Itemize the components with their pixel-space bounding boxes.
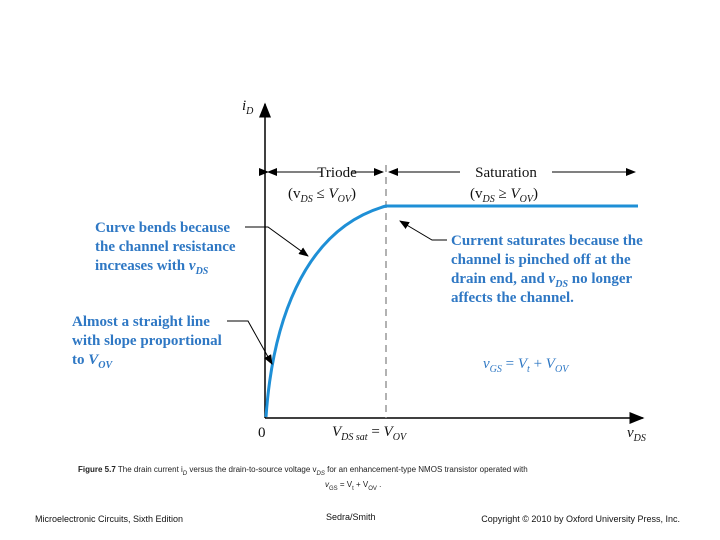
text-part: OV xyxy=(520,194,535,205)
annotation: the channel resistance xyxy=(95,239,236,255)
caption: Figure 5.7 The drain current iD versus t… xyxy=(78,465,528,477)
annotation: channel is pinched off at the xyxy=(451,252,631,268)
text-part: DS xyxy=(554,279,568,290)
region-condition: (vDS ≥ VOV) xyxy=(470,186,538,205)
id-curve xyxy=(264,204,638,418)
annotation: Current saturates because the xyxy=(451,233,643,249)
text-part: for an enhancement-type NMOS transistor … xyxy=(325,465,528,474)
text-part: OV xyxy=(98,360,113,371)
text-part: V xyxy=(88,352,100,368)
vds-sat-label: VDS sat = VOV xyxy=(332,424,408,443)
text-part: v xyxy=(627,425,634,441)
text-part: drain end, and xyxy=(451,271,549,287)
text-part: v xyxy=(325,480,330,489)
text-part: DS xyxy=(317,471,325,477)
text-part: The drain current i xyxy=(116,465,183,474)
text-part: t xyxy=(352,486,354,492)
text-part: v xyxy=(483,356,490,372)
pointer xyxy=(399,220,447,241)
text-part: + V xyxy=(354,480,369,489)
x-axis-label: vDS xyxy=(627,425,646,444)
vgs-label: vGS = Vt + VOV xyxy=(483,356,570,375)
text-part: = V xyxy=(338,480,353,489)
region-condition: (vDS ≤ VOV) xyxy=(288,186,356,205)
text-part: Figure 5.7 xyxy=(78,465,116,474)
text-part: D xyxy=(183,471,188,477)
text-part: v xyxy=(549,271,556,287)
text-part: ) xyxy=(351,186,356,202)
text-part: OV xyxy=(368,486,377,492)
text-part: versus the drain-to-source voltage v xyxy=(187,465,316,474)
footer-authors: Sedra/Smith xyxy=(326,512,376,522)
annotation: to VOV xyxy=(72,352,113,371)
text-part: V xyxy=(546,356,557,372)
text-part: + xyxy=(530,356,546,372)
annotation: Almost a straight line xyxy=(72,314,210,330)
text-part: no longer xyxy=(568,271,633,287)
y-axis-label: iD xyxy=(242,98,254,117)
text-part: OV xyxy=(393,432,408,443)
text-part: V xyxy=(518,356,529,372)
text-part: = xyxy=(368,424,384,440)
text-part: DS xyxy=(300,194,313,205)
text-part: GS xyxy=(329,486,338,492)
text-part: (v xyxy=(470,186,483,202)
text-part: ) xyxy=(533,186,538,202)
text-part: GS xyxy=(490,364,502,375)
text-part: OV xyxy=(555,364,570,375)
pointer xyxy=(227,320,273,365)
text-part: (v xyxy=(288,186,301,202)
region-name: Saturation xyxy=(475,165,537,181)
text-part: V xyxy=(328,186,339,202)
text-part: DS xyxy=(633,433,646,444)
text-part: v xyxy=(189,258,196,274)
text-part: DS sat xyxy=(340,432,368,443)
region-name: Triode xyxy=(317,165,357,181)
footer-book: Microelectronic Circuits, Sixth Edition xyxy=(35,514,183,524)
text-part: to xyxy=(72,352,88,368)
text-part: OV xyxy=(338,194,353,205)
text-part: V xyxy=(332,424,343,440)
text-part: DS xyxy=(195,266,209,277)
text-part: t xyxy=(527,364,530,375)
text-part: increases with xyxy=(95,258,189,274)
text-part: ≤ xyxy=(313,186,329,202)
text-part: D xyxy=(245,106,254,117)
annotation: affects the channel. xyxy=(451,290,574,306)
text-part: = xyxy=(502,356,518,372)
caption: vGS = Vt + VOV . xyxy=(325,480,381,492)
text-part: DS xyxy=(482,194,495,205)
footer-copyright: Copyright © 2010 by Oxford University Pr… xyxy=(481,514,680,524)
text-part: i xyxy=(242,98,246,114)
text-part: ≥ xyxy=(495,186,511,202)
annotation: increases with vDS xyxy=(95,258,209,277)
text-part: V xyxy=(510,186,521,202)
origin-label: 0 xyxy=(258,425,266,441)
annotation: Curve bends because xyxy=(95,220,230,236)
annotation: drain end, and vDS no longer xyxy=(451,271,633,290)
text-part: V xyxy=(384,424,395,440)
pointer xyxy=(245,226,309,257)
text-part: . xyxy=(377,480,381,489)
annotation: with slope proportional xyxy=(72,333,222,349)
